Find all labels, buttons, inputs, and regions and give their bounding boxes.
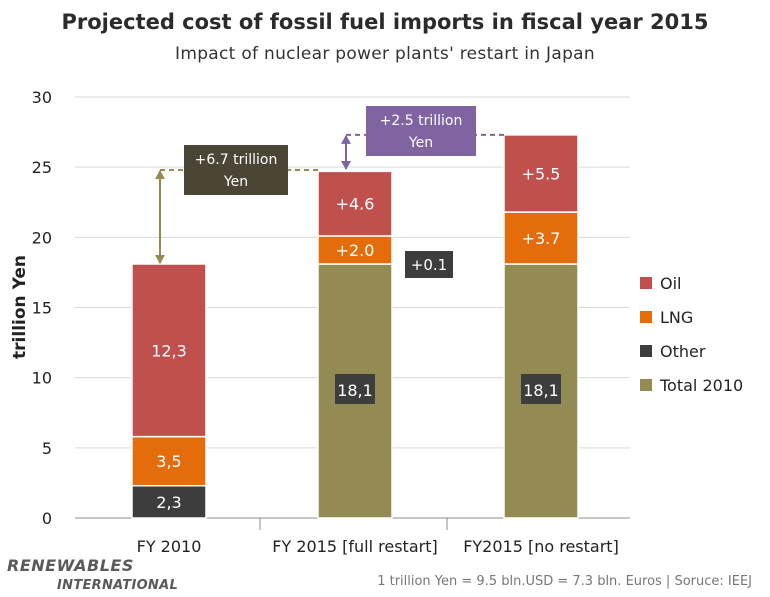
x-tick-label: FY 2015 [full restart] [272,537,437,556]
legend-label: LNG [660,308,693,327]
data-label: 3,5 [156,452,181,471]
data-label: 18,1 [523,381,559,400]
y-tick-label: 15 [32,299,52,318]
data-label: +3.7 [522,229,561,248]
data-label: 18,1 [337,381,373,400]
annotation-label-line2: Yen [408,135,433,151]
brand-logo-line1: RENEWABLES [7,556,134,575]
data-label: 2,3 [156,493,181,512]
y-tick-label: 10 [32,369,52,388]
x-tick-label: FY2015 [no restart] [463,537,619,556]
source-footnote: 1 trillion Yen = 9.5 bln.USD = 7.3 bln. … [377,574,752,589]
arrow-head-up [341,134,351,144]
annotation-other-box [405,251,453,278]
bar-oil [131,263,207,438]
legend-label: Other [660,342,706,361]
bar-lng [503,211,579,265]
bar-oil [317,170,393,237]
legend-swatch [640,277,652,289]
arrow-head-down [341,160,351,170]
annotation-box-6-7 [184,145,288,195]
data-label: +2.0 [336,241,375,260]
legend-swatch [640,311,652,323]
data-label: 12,3 [151,341,187,360]
annotation-label-line1: +2.5 trillion [380,113,463,129]
y-tick-label: 25 [32,158,52,177]
annotation-label-line1: +6.7 trillion [195,152,278,168]
bar-oil [503,134,579,213]
y-tick-label: 30 [32,88,52,107]
data-label-box [335,373,375,404]
chart-subtitle: Impact of nuclear power plants' restart … [175,44,595,64]
y-axis-label: trillion Yen [10,255,30,359]
legend-label: Oil [660,274,681,293]
data-label: +5.5 [522,164,561,183]
arrow-head-up [155,169,165,179]
y-tick-label: 5 [42,439,52,458]
y-tick-label: 20 [32,228,52,247]
annotation-label-line2: Yen [223,174,248,190]
bar-other [131,484,207,519]
annotation-other-label: +0.1 [411,256,447,274]
brand-logo-line2: INTERNATIONAL [57,578,179,593]
chart-title: Projected cost of fossil fuel imports in… [61,10,709,34]
y-tick-label: 0 [42,509,52,528]
annotation-box-2-5 [366,106,476,156]
legend-swatch [640,379,652,391]
arrow-head-down [155,254,165,264]
x-tick-label: FY 2010 [137,537,202,556]
data-label: +4.6 [336,195,375,214]
legend-swatch [640,345,652,357]
legend-label: Total 2010 [659,376,743,395]
data-label-box [521,373,561,404]
